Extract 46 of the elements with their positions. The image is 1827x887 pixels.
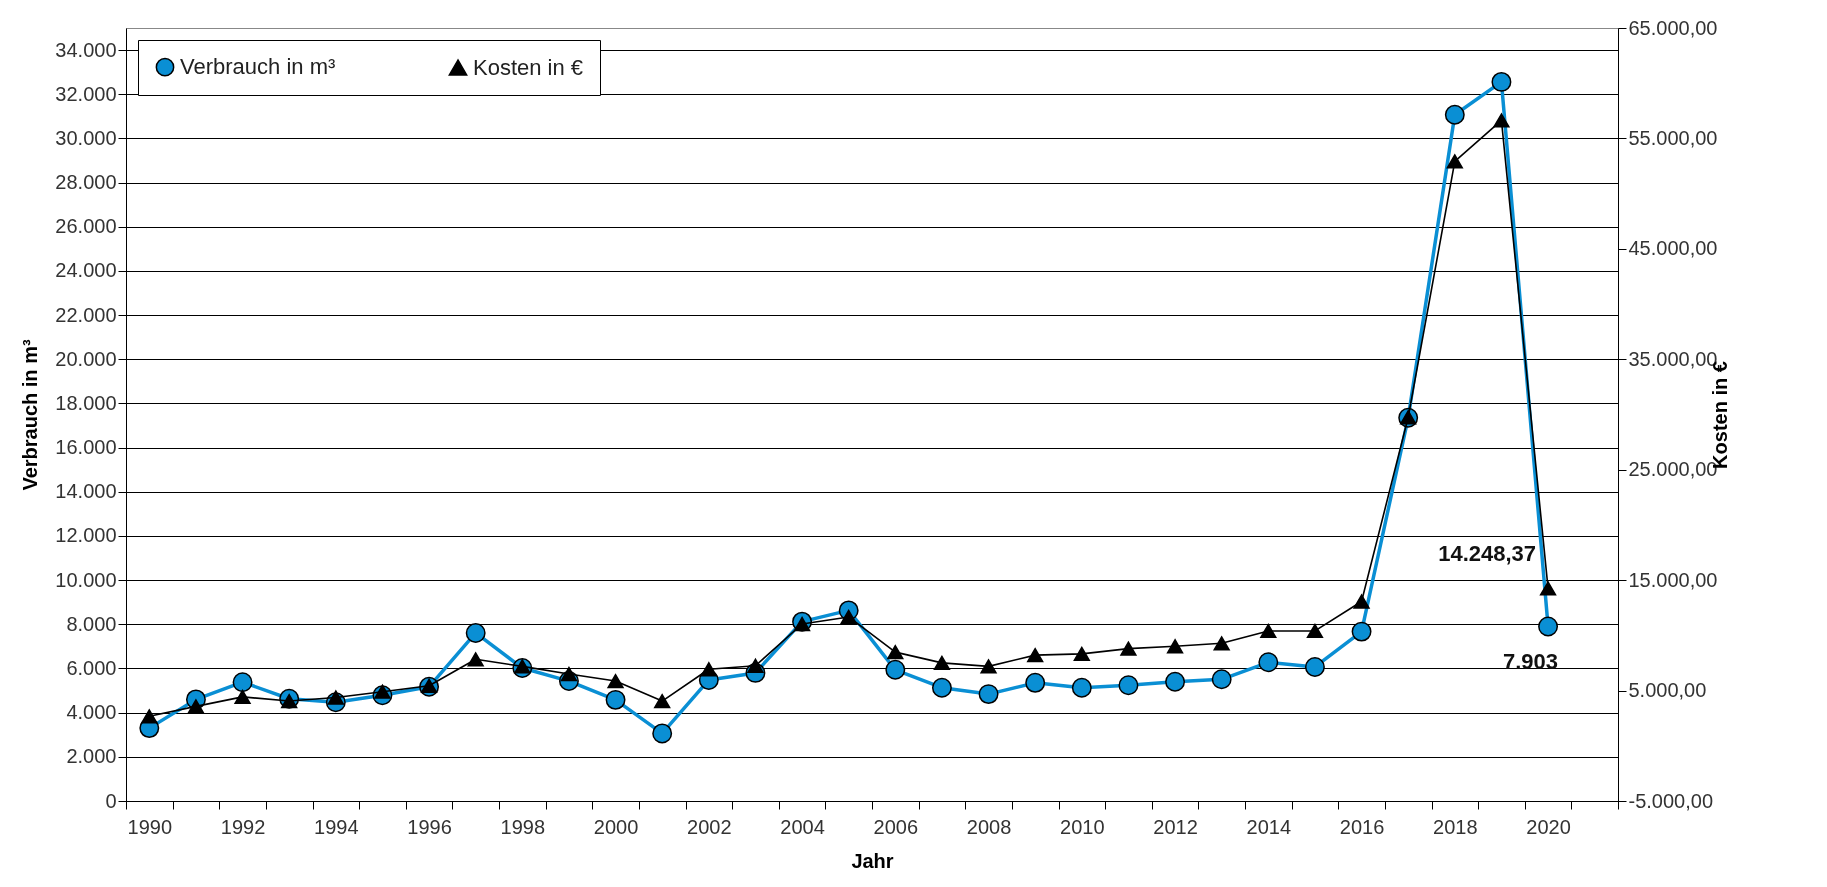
- y-tick-label: 0: [105, 789, 117, 812]
- x-tick-label: 2016: [1339, 815, 1385, 838]
- y-tick-label: 10.000: [55, 568, 117, 591]
- y2-tick-label: -5.000,00: [1628, 789, 1714, 812]
- y2-tick-label: 55.000,00: [1628, 126, 1718, 149]
- y-tick-label: 34.000: [55, 38, 117, 61]
- x-tick-label: 1990: [127, 815, 173, 838]
- x-tick-label: 2008: [966, 815, 1012, 838]
- legend-label: Kosten in €: [473, 54, 584, 80]
- x-tick-label: 2010: [1060, 815, 1105, 838]
- y-axis-title: Verbrauch in m³: [19, 339, 42, 491]
- x-tick-label: 2006: [873, 815, 919, 838]
- y2-tick-label: 5.000,00: [1628, 679, 1707, 702]
- y-tick-label: 32.000: [55, 82, 117, 105]
- x-tick-label: 1994: [314, 815, 359, 838]
- x-tick-label: 2002: [687, 815, 732, 838]
- y-tick-label: 18.000: [55, 391, 117, 414]
- x-tick-label: 2012: [1153, 815, 1198, 838]
- y-tick-label: 22.000: [55, 303, 117, 326]
- y-tick-label: 8.000: [66, 612, 117, 635]
- y-tick-label: 16.000: [55, 436, 117, 459]
- y2-tick-label: 15.000,00: [1628, 568, 1718, 591]
- x-tick-label: 2018: [1433, 815, 1478, 838]
- x-axis-title: Jahr: [851, 849, 894, 872]
- y-tick-label: 14.000: [55, 480, 117, 503]
- y-tick-label: 24.000: [55, 259, 117, 282]
- x-tick-label: 1996: [407, 815, 452, 838]
- x-tick-label: 1992: [220, 815, 266, 838]
- y-tick-label: 28.000: [55, 171, 117, 194]
- legend-label: Verbrauch in m³: [180, 54, 336, 80]
- y-tick-label: 6.000: [66, 656, 117, 679]
- y-tick-label: 26.000: [55, 215, 117, 238]
- x-tick-label: 1998: [500, 815, 546, 838]
- x-tick-label: 2020: [1526, 815, 1571, 838]
- y-tick-label: 4.000: [66, 701, 117, 724]
- y2-tick-label: 45.000,00: [1628, 237, 1718, 260]
- y-tick-label: 30.000: [55, 126, 117, 149]
- y-tick-label: 2.000: [66, 745, 117, 768]
- data-label: 7.903: [1503, 649, 1559, 675]
- y-tick-label: 20.000: [55, 347, 117, 370]
- data-label: 14.248,37: [1438, 541, 1537, 567]
- x-tick-label: 2014: [1246, 815, 1292, 838]
- x-tick-label: 2000: [593, 815, 639, 838]
- x-tick-label: 2004: [780, 815, 825, 838]
- y2-tick-label: 65.000,00: [1628, 16, 1718, 39]
- y-tick-label: 12.000: [55, 524, 117, 547]
